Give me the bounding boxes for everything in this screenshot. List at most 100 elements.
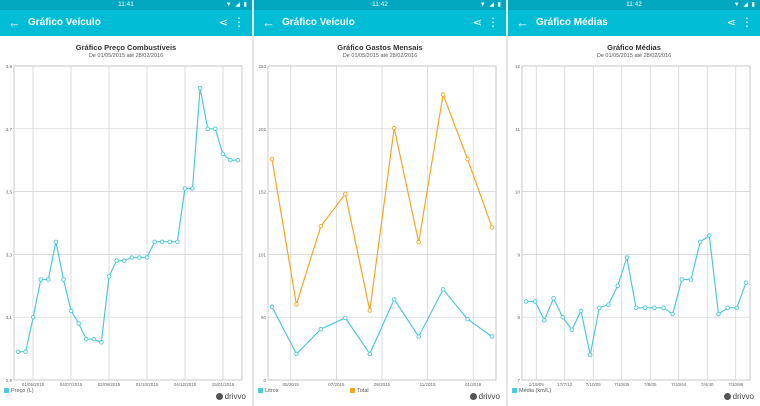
data-point xyxy=(114,258,119,263)
drivvo-logo: drivvo xyxy=(723,392,754,401)
x-tick-label: 7/10/05 xyxy=(614,382,630,387)
data-point xyxy=(152,239,157,245)
plot-frame xyxy=(13,65,243,381)
data-point xyxy=(106,274,112,279)
status-time: 11:42 xyxy=(372,1,388,8)
status-bar: 11:41 ▼ ◢ ▮ xyxy=(0,0,252,10)
x-tick-label: 15/01/2016 xyxy=(212,382,235,387)
legend-swatch xyxy=(512,388,517,394)
data-point xyxy=(175,239,180,245)
y-tick-label: 202 xyxy=(258,127,266,132)
data-point xyxy=(53,239,59,245)
back-arrow-icon[interactable]: ← xyxy=(516,15,529,30)
data-point xyxy=(532,299,538,304)
x-tick-label: 09/2015 xyxy=(374,382,391,387)
data-point xyxy=(587,352,593,358)
drivvo-logo-icon xyxy=(215,393,223,401)
drivvo-logo-icon xyxy=(723,393,731,401)
data-point xyxy=(542,318,547,323)
data-point xyxy=(642,305,648,311)
data-point xyxy=(23,349,28,354)
app-bar: ← Gráfico Veículo ⋖ ⋮ xyxy=(0,10,252,36)
y-tick-label: 8 xyxy=(517,315,520,320)
data-point xyxy=(182,186,188,191)
data-point xyxy=(99,340,104,345)
chart-title: Gráfico Gastos Mensais xyxy=(337,43,423,52)
more-options-icon[interactable]: ⋮ xyxy=(487,15,499,29)
legend-swatch xyxy=(258,388,263,394)
line-chart: 0 50 101 152 202 253 05/2015 07/2015 09/2015 11/2… xyxy=(258,64,497,387)
data-point xyxy=(624,255,630,260)
data-point xyxy=(269,156,275,162)
status-icons: ▼ ◢ ▮ xyxy=(733,2,756,8)
data-point xyxy=(523,299,529,304)
y-tick-label: 10 xyxy=(515,190,521,195)
data-point xyxy=(167,239,172,245)
data-point xyxy=(716,311,721,317)
app-bar: ← Gráfico Médias ⋖ ⋮ xyxy=(508,10,760,36)
data-point xyxy=(597,305,602,311)
legend-label: Média (km/L) xyxy=(519,388,552,394)
panel-divider xyxy=(506,0,508,406)
x-tick-label: 7/4/40 xyxy=(701,382,714,387)
legend-item: Total xyxy=(349,388,369,394)
data-point xyxy=(91,336,97,342)
x-tick-label: 01/05/2015 xyxy=(22,382,45,387)
x-tick-label: 7/8/05 xyxy=(644,382,657,387)
share-icon[interactable]: ⋖ xyxy=(218,17,228,29)
data-point xyxy=(416,239,421,245)
data-point xyxy=(707,233,712,238)
chart-subtitle: De 01/05/2015 até 28/02/2016 xyxy=(88,53,164,59)
data-point xyxy=(578,308,584,314)
data-point xyxy=(440,92,446,97)
data-point xyxy=(633,305,639,311)
data-point xyxy=(212,126,218,132)
data-point xyxy=(190,186,195,191)
y-tick-label: 3,7 xyxy=(6,127,13,132)
data-point xyxy=(318,326,324,332)
share-icon[interactable]: ⋖ xyxy=(726,17,736,29)
y-tick-label: 11 xyxy=(515,127,520,132)
logo-text: drivvo xyxy=(224,392,246,401)
data-point xyxy=(416,334,421,339)
x-tick-label: 17/7/12 xyxy=(557,382,573,387)
back-arrow-icon[interactable]: ← xyxy=(8,15,21,30)
x-tick-label: 7/10/96 xyxy=(728,382,744,387)
status-time: 11:41 xyxy=(118,1,134,8)
chart-subtitle: De 01/05/2015 até 28/02/2016 xyxy=(596,53,672,59)
share-icon[interactable]: ⋖ xyxy=(472,17,482,29)
status-bar: 11:42 ▼ ◢ ▮ xyxy=(508,0,760,10)
data-point xyxy=(569,327,575,333)
y-tick-label: 9 xyxy=(517,252,520,257)
more-options-icon[interactable]: ⋮ xyxy=(233,15,245,29)
data-point xyxy=(489,334,495,339)
y-tick-label: 50 xyxy=(261,315,267,320)
legend-swatch xyxy=(349,388,355,394)
x-tick-label: 02/09/2015 xyxy=(98,382,121,387)
data-point xyxy=(391,297,397,302)
data-point xyxy=(235,157,241,163)
drivvo-logo-icon xyxy=(469,393,477,401)
app-title: Gráfico Veículo xyxy=(282,17,355,28)
series-line xyxy=(18,87,238,353)
data-point xyxy=(743,280,749,285)
legend-label: Total xyxy=(356,388,369,394)
data-point xyxy=(46,277,51,282)
legend-swatch xyxy=(4,388,9,394)
panel-divider xyxy=(252,0,254,406)
data-point xyxy=(670,311,675,317)
logo-text: drivvo xyxy=(478,392,500,401)
x-tick-label: 01/2016 xyxy=(465,382,482,387)
data-point xyxy=(343,191,348,197)
more-options-icon[interactable]: ⋮ xyxy=(741,15,753,29)
data-point xyxy=(318,223,324,229)
data-point xyxy=(228,157,233,163)
data-point xyxy=(679,277,685,282)
back-arrow-icon[interactable]: ← xyxy=(262,15,275,30)
data-point xyxy=(440,287,446,292)
y-tick-label: 3,3 xyxy=(6,252,13,257)
x-tick-label: 07/2015 xyxy=(328,382,345,387)
data-point xyxy=(652,305,657,311)
legend-label: Preço (L) xyxy=(11,388,34,394)
